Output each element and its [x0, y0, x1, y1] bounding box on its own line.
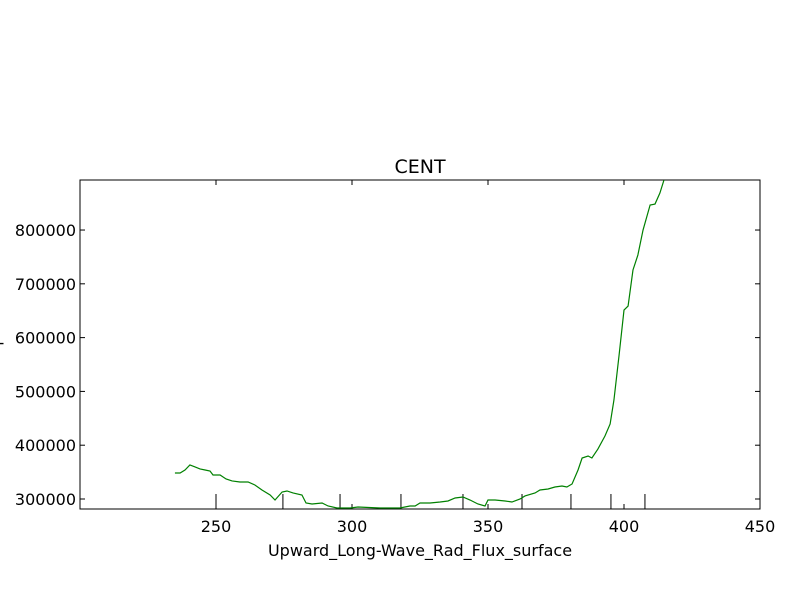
y-tick-label: 300000	[15, 490, 76, 509]
chart-title: CENT	[394, 156, 445, 178]
data-line	[174, 180, 665, 509]
y-tick-label: 400000	[15, 436, 76, 455]
x-tick-label: 300	[337, 517, 368, 536]
y-tick-label: 500000	[15, 382, 76, 401]
plot-frame	[79, 179, 761, 510]
y-tick-label: 600000	[15, 329, 76, 348]
x-tick-label: 350	[473, 517, 504, 536]
x-tick-label: 450	[745, 517, 776, 536]
x-tick-label: 250	[201, 517, 232, 536]
y-tick-label: 700000	[15, 275, 76, 294]
y-tick-label: 800000	[15, 221, 76, 240]
x-axis-label: Upward_Long-Wave_Rad_Flux_surface	[268, 541, 572, 561]
x-tick-label: 400	[609, 517, 640, 536]
y-axis-label: Partial dependence	[0, 267, 4, 421]
